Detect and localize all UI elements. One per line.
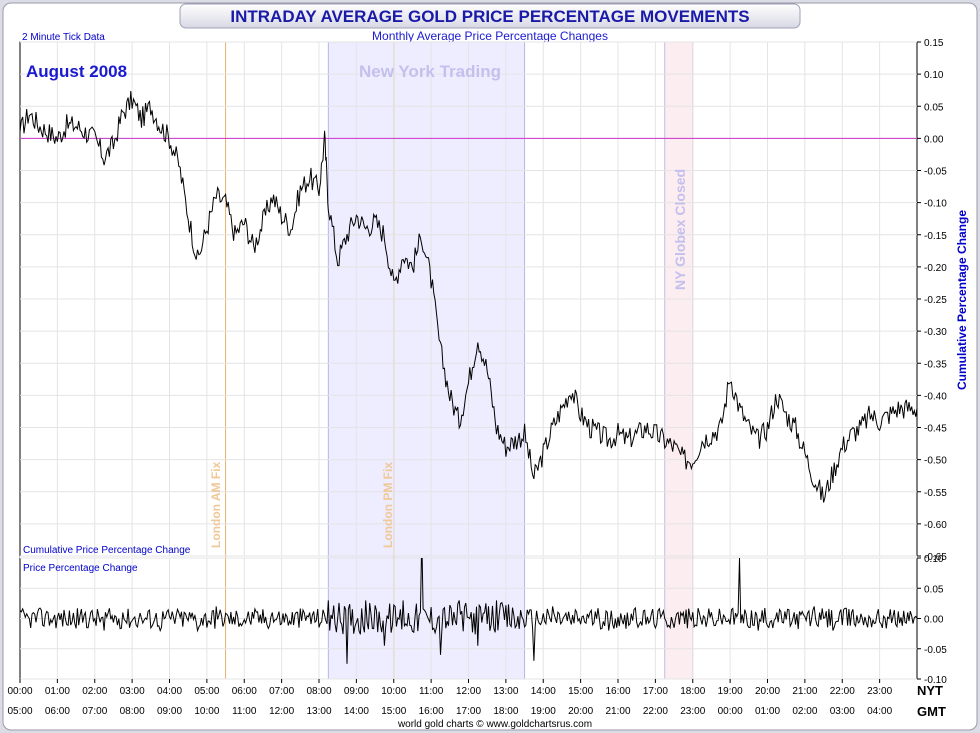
cumulative-change-line [20, 90, 917, 503]
gridlines [20, 41, 917, 680]
upper-y-tick-label: -0.45 [924, 424, 947, 435]
x-axis: 00:00 05:00 01:00 06:00 02:00 07:00 03:00 08:00… [7, 679, 893, 717]
upper-y-tick-label: -0.60 [924, 520, 947, 531]
x-tick-label-gmt: 00:00 [718, 706, 743, 717]
x-tick-label-gmt: 19:00 [531, 706, 556, 717]
upper-y-tick-label: -0.20 [924, 263, 947, 274]
upper-y-tick-label: -0.55 [924, 488, 947, 499]
lower-y-axis: 0.10 0.05 0.00 -0.05 -0.10 [917, 554, 947, 686]
pm-fix-label: London PM Fix [381, 462, 395, 548]
lower-y-tick-label: 0.00 [924, 615, 944, 626]
x-tick-label-gmt: 17:00 [456, 706, 481, 717]
upper-y-tick-label: -0.10 [924, 199, 947, 210]
x-tick-label-nyt: 19:00 [718, 686, 743, 697]
x-tick-label-nyt: 14:00 [531, 686, 556, 697]
x-tick-label-gmt: 13:00 [306, 706, 331, 717]
x-tick-label-gmt: 16:00 [419, 706, 444, 717]
x-tick-label-nyt: 10:00 [381, 686, 406, 697]
x-tick-label-gmt: 11:00 [232, 706, 257, 717]
upper-y-tick-label: -0.30 [924, 327, 947, 338]
upper-y-tick-label: -0.15 [924, 231, 947, 242]
x-tick-label-nyt: 22:00 [830, 686, 855, 697]
upper-y-tick-label: -0.65 [924, 552, 947, 563]
lower-corner-label: Price Percentage Change [23, 563, 138, 574]
x-tick-label-gmt: 03:00 [830, 706, 855, 717]
tick-data-note: 2 Minute Tick Data [22, 32, 105, 43]
lower-y-tick-label: 0.05 [924, 584, 944, 595]
ny-trading-band [328, 42, 525, 679]
upper-corner-label: Cumulative Price Percentage Change [23, 545, 191, 556]
session-bands [225, 42, 694, 679]
chart-title: INTRADAY AVERAGE GOLD PRICE PERCENTAGE M… [230, 7, 749, 26]
upper-y-tick-label: 0.10 [924, 70, 944, 81]
x-tick-label-nyt: 01:00 [45, 686, 70, 697]
x-tick-label-nyt: 00:00 [7, 686, 32, 697]
x-tick-label-gmt: 09:00 [157, 706, 182, 717]
price-change-line [20, 558, 917, 664]
lower-y-tick-label: -0.10 [924, 675, 947, 686]
upper-y-tick-label: -0.40 [924, 391, 947, 402]
title-bar [179, 3, 801, 29]
upper-y-tick-label: -0.25 [924, 295, 947, 306]
upper-y-tick-label: -0.05 [924, 167, 947, 178]
am-fix-label: London AM Fix [209, 461, 223, 548]
upper-y-tick-label: 0.05 [924, 102, 944, 113]
ny-trading-label: New York Trading [359, 62, 501, 81]
x-tick-label-nyt: 20:00 [755, 686, 780, 697]
x-tick-label-gmt: 07:00 [82, 706, 107, 717]
x-tick-label-gmt: 08:00 [120, 706, 145, 717]
lower-y-tick-label: -0.05 [924, 645, 947, 656]
upper-y-tick-label: -0.50 [924, 456, 947, 467]
lower-y-tick-label: 0.10 [924, 554, 944, 565]
upper-y-axis: 0.15 0.10 0.05 0.00 -0.05 -0.10 -0.15 -0.20 -0.2… [917, 38, 947, 563]
x-tick-label-nyt: 15:00 [568, 686, 593, 697]
x-tick-label-nyt: 16:00 [605, 686, 630, 697]
x-tick-label-gmt: 20:00 [568, 706, 593, 717]
gmt-label: GMT [917, 704, 946, 719]
x-tick-label-nyt: 03:00 [120, 686, 145, 697]
x-tick-label-nyt: 13:00 [493, 686, 518, 697]
x-tick-label-gmt: 22:00 [643, 706, 668, 717]
x-tick-label-nyt: 18:00 [680, 686, 705, 697]
x-tick-label-nyt: 17:00 [643, 686, 668, 697]
upper-y-axis-title: Cumulative Percentage Change [955, 210, 969, 390]
x-tick-label-gmt: 12:00 [269, 706, 294, 717]
globex-closed-label: NY Globex Closed [672, 169, 688, 290]
x-tick-label-nyt: 06:00 [232, 686, 257, 697]
x-tick-label-gmt: 23:00 [680, 706, 705, 717]
x-tick-label-nyt: 05:00 [194, 686, 219, 697]
x-tick-label-nyt: 11:00 [419, 686, 444, 697]
upper-y-tick-label: 0.00 [924, 134, 944, 145]
x-tick-label-gmt: 15:00 [381, 706, 406, 717]
nyt-label: NYT [917, 683, 943, 698]
month-label: August 2008 [26, 62, 127, 81]
x-tick-label-nyt: 23:00 [867, 686, 892, 697]
x-tick-label-gmt: 04:00 [867, 706, 892, 717]
x-tick-label-nyt: 09:00 [344, 686, 369, 697]
x-tick-label-gmt: 10:00 [194, 706, 219, 717]
x-tick-label-gmt: 18:00 [493, 706, 518, 717]
x-tick-label-gmt: 14:00 [344, 706, 369, 717]
upper-y-tick-label: -0.35 [924, 359, 947, 370]
x-tick-label-nyt: 07:00 [269, 686, 294, 697]
upper-y-tick-label: 0.15 [924, 38, 944, 49]
x-tick-label-gmt: 21:00 [605, 706, 630, 717]
x-tick-label-gmt: 06:00 [45, 706, 70, 717]
x-tick-label-gmt: 02:00 [792, 706, 817, 717]
x-tick-label-nyt: 12:00 [456, 686, 481, 697]
globex-closed-band [664, 42, 693, 679]
x-tick-label-gmt: 01:00 [755, 706, 780, 717]
credit-text: world gold charts © www.goldchartsrus.co… [397, 719, 592, 730]
x-tick-label-nyt: 02:00 [82, 686, 107, 697]
x-tick-label-nyt: 04:00 [157, 686, 182, 697]
chart-subtitle: Monthly Average Price Percentage Changes [372, 29, 608, 43]
x-tick-label-nyt: 08:00 [306, 686, 331, 697]
x-tick-label-nyt: 21:00 [792, 686, 817, 697]
x-tick-label-gmt: 05:00 [7, 706, 32, 717]
